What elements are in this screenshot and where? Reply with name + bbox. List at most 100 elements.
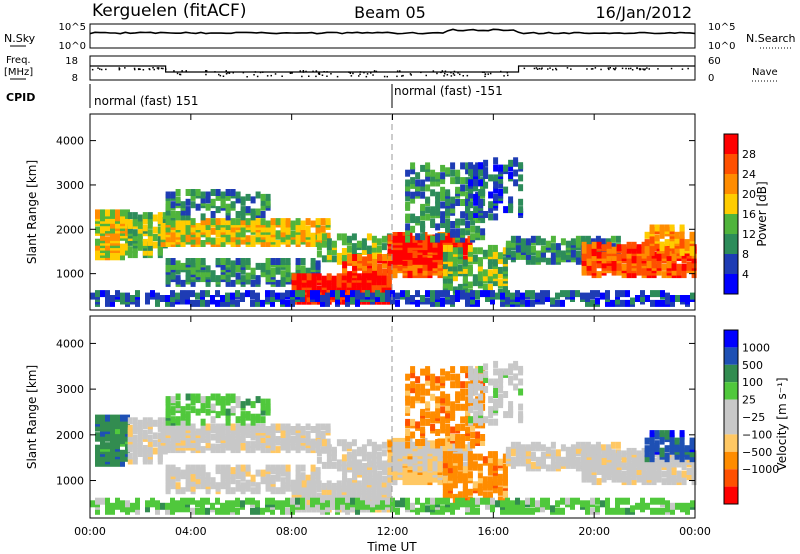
power-cell — [475, 290, 480, 298]
freq-label-2: [MHz] — [4, 67, 33, 78]
velocity-cell — [447, 471, 453, 479]
velocity-cell — [498, 393, 504, 401]
power-cell — [437, 257, 443, 265]
power-cell — [649, 236, 655, 244]
power-cell — [280, 297, 285, 305]
velocity-cell — [105, 454, 110, 462]
power-cell — [465, 297, 470, 305]
velocity-cell — [265, 497, 270, 505]
velocity-cell — [515, 441, 521, 449]
velocity-cell — [326, 459, 332, 467]
velocity-cell — [470, 439, 476, 446]
velocity-cell — [596, 468, 602, 475]
velocity-cell — [435, 406, 441, 414]
velocity-cell — [478, 365, 484, 373]
velocity-cell — [450, 426, 456, 434]
velocity-cell — [646, 460, 652, 468]
velocity-cell — [336, 464, 342, 472]
power-cell — [475, 216, 481, 224]
velocity-cell — [478, 393, 484, 401]
velocity-cell — [621, 450, 627, 458]
power-cell — [483, 172, 489, 179]
power-cell — [137, 214, 143, 222]
power-cell — [386, 273, 392, 281]
nave-point — [409, 73, 412, 75]
power-cell — [200, 290, 205, 298]
velocity-cell — [137, 419, 143, 427]
power-cell — [498, 181, 504, 189]
velocity-cell — [180, 497, 185, 505]
power-cell — [493, 164, 499, 172]
power-cell — [689, 244, 695, 251]
power-cell — [115, 290, 120, 298]
velocity-cell — [170, 396, 176, 404]
velocity-cell — [305, 474, 311, 482]
velocity-cell — [190, 393, 196, 401]
power-cell — [661, 263, 667, 271]
power-cell — [215, 206, 221, 214]
power-cell — [440, 201, 446, 209]
power-cell — [250, 213, 256, 221]
velocity-cell — [656, 458, 662, 465]
velocity-cell — [425, 497, 430, 505]
power-cell — [326, 252, 332, 260]
power-cell — [595, 235, 601, 243]
velocity-cell — [195, 464, 201, 472]
velocity-cell — [649, 452, 655, 460]
power-cell — [503, 186, 509, 194]
velocity-cell — [482, 481, 488, 489]
power-cell — [105, 295, 110, 302]
power-cell — [335, 290, 340, 298]
velocity-cell — [225, 428, 231, 436]
velocity-cell — [132, 434, 138, 442]
nave-point — [462, 75, 464, 77]
nave-point — [506, 72, 509, 74]
velocity-cell — [306, 480, 312, 488]
power-cell — [555, 248, 561, 255]
velocity-cell — [351, 439, 357, 447]
power-cell — [250, 196, 256, 204]
velocity-cell — [295, 423, 301, 431]
power-cell — [120, 243, 125, 251]
power-cell — [336, 233, 342, 241]
velocity-cell — [260, 446, 266, 454]
velocity-cell — [331, 446, 337, 454]
power-cell — [447, 232, 453, 239]
velocity-cell — [440, 406, 446, 414]
power-cell — [616, 244, 622, 252]
power-cell — [340, 290, 345, 298]
velocity-cell — [430, 423, 436, 431]
power-cell — [147, 238, 153, 246]
power-cell — [591, 266, 597, 274]
velocity-cell — [412, 441, 418, 449]
power-cell — [493, 174, 499, 182]
velocity-cell — [402, 465, 408, 473]
power-cell — [420, 179, 426, 187]
power-cell — [305, 267, 311, 275]
velocity-cell — [402, 441, 408, 449]
velocity-cell — [606, 447, 612, 455]
power-cell — [316, 273, 322, 281]
velocity-cell — [265, 464, 271, 472]
velocity-cell — [591, 465, 597, 473]
velocity-cell — [478, 403, 484, 411]
velocity-cell — [300, 464, 306, 472]
power-cell — [488, 206, 494, 214]
power-cell — [316, 250, 322, 258]
power-cell — [410, 196, 416, 204]
power-cell — [165, 203, 171, 211]
velocity-cell — [326, 454, 332, 462]
velocity-cell — [493, 360, 499, 368]
power-cell — [210, 218, 216, 226]
power-cell — [367, 254, 373, 261]
velocity-cell — [475, 436, 481, 444]
velocity-cell — [381, 480, 387, 488]
power-cell — [641, 266, 647, 274]
power-cell — [500, 292, 505, 300]
power-cell — [420, 213, 426, 221]
power-cell — [316, 233, 322, 241]
power-cell — [285, 290, 290, 298]
power-cell — [341, 252, 347, 260]
velocity-cell — [165, 464, 171, 472]
power-cell — [180, 262, 186, 270]
